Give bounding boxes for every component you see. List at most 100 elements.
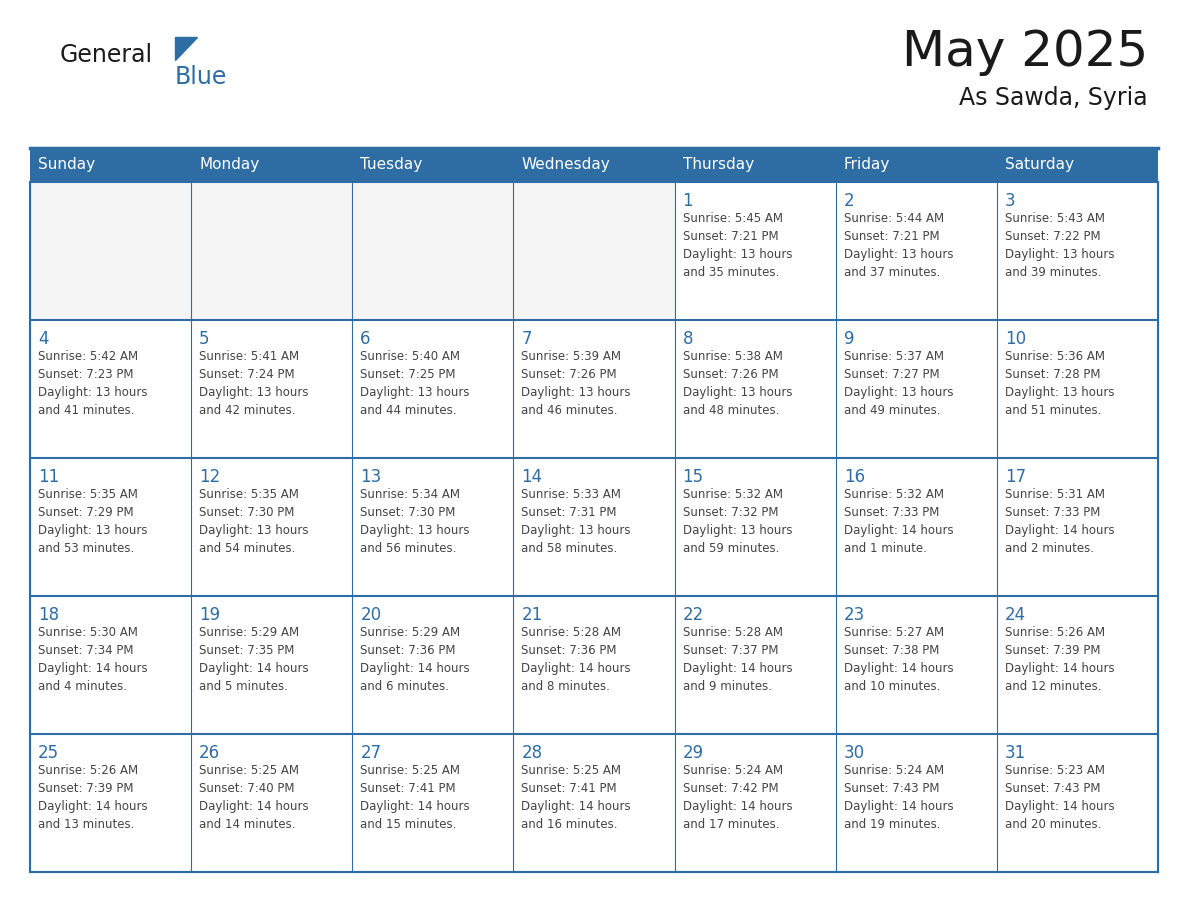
Text: 8: 8 <box>683 330 693 348</box>
Text: Sunset: 7:33 PM: Sunset: 7:33 PM <box>843 506 939 519</box>
Text: 31: 31 <box>1005 744 1026 762</box>
Text: Sunset: 7:41 PM: Sunset: 7:41 PM <box>522 782 617 795</box>
Bar <box>353 182 513 320</box>
Text: Sunrise: 5:35 AM: Sunrise: 5:35 AM <box>200 488 299 501</box>
Text: Daylight: 14 hours: Daylight: 14 hours <box>843 524 953 537</box>
Bar <box>835 182 997 320</box>
Text: 15: 15 <box>683 468 703 486</box>
Text: and 19 minutes.: and 19 minutes. <box>843 818 940 831</box>
Bar <box>30 148 191 182</box>
Text: Sunrise: 5:38 AM: Sunrise: 5:38 AM <box>683 350 783 363</box>
Text: 23: 23 <box>843 606 865 624</box>
Bar <box>835 458 997 596</box>
Text: Sunrise: 5:45 AM: Sunrise: 5:45 AM <box>683 212 783 225</box>
Text: Daylight: 13 hours: Daylight: 13 hours <box>843 386 953 399</box>
Text: and 35 minutes.: and 35 minutes. <box>683 266 779 279</box>
Text: Sunrise: 5:33 AM: Sunrise: 5:33 AM <box>522 488 621 501</box>
Text: Sunday: Sunday <box>38 158 95 173</box>
Text: Blue: Blue <box>175 65 227 89</box>
Text: and 53 minutes.: and 53 minutes. <box>38 542 134 555</box>
Text: Sunset: 7:22 PM: Sunset: 7:22 PM <box>1005 230 1100 243</box>
Text: 27: 27 <box>360 744 381 762</box>
Text: 30: 30 <box>843 744 865 762</box>
Text: Sunrise: 5:42 AM: Sunrise: 5:42 AM <box>38 350 138 363</box>
Text: Saturday: Saturday <box>1005 158 1074 173</box>
Text: Sunset: 7:35 PM: Sunset: 7:35 PM <box>200 644 295 657</box>
Text: Sunset: 7:21 PM: Sunset: 7:21 PM <box>843 230 940 243</box>
Text: Sunset: 7:25 PM: Sunset: 7:25 PM <box>360 368 456 381</box>
Text: 14: 14 <box>522 468 543 486</box>
Text: Daylight: 14 hours: Daylight: 14 hours <box>522 800 631 813</box>
Bar <box>675 458 835 596</box>
Text: Sunset: 7:39 PM: Sunset: 7:39 PM <box>38 782 133 795</box>
Text: Sunset: 7:30 PM: Sunset: 7:30 PM <box>360 506 456 519</box>
Text: Sunset: 7:26 PM: Sunset: 7:26 PM <box>522 368 617 381</box>
Bar <box>675 182 835 320</box>
Bar <box>30 320 191 458</box>
Text: 25: 25 <box>38 744 59 762</box>
Text: Sunset: 7:40 PM: Sunset: 7:40 PM <box>200 782 295 795</box>
Bar <box>30 458 191 596</box>
Text: Sunset: 7:31 PM: Sunset: 7:31 PM <box>522 506 617 519</box>
Text: and 4 minutes.: and 4 minutes. <box>38 680 127 693</box>
Text: Sunrise: 5:24 AM: Sunrise: 5:24 AM <box>683 764 783 777</box>
Bar <box>513 734 675 872</box>
Bar <box>30 734 191 872</box>
Text: 4: 4 <box>38 330 49 348</box>
Text: Daylight: 13 hours: Daylight: 13 hours <box>200 386 309 399</box>
Text: Sunset: 7:41 PM: Sunset: 7:41 PM <box>360 782 456 795</box>
Bar <box>191 320 353 458</box>
Text: Daylight: 13 hours: Daylight: 13 hours <box>522 386 631 399</box>
Bar <box>513 458 675 596</box>
Text: and 49 minutes.: and 49 minutes. <box>843 404 940 417</box>
Text: 9: 9 <box>843 330 854 348</box>
Text: 20: 20 <box>360 606 381 624</box>
Text: and 20 minutes.: and 20 minutes. <box>1005 818 1101 831</box>
Text: Daylight: 14 hours: Daylight: 14 hours <box>360 662 470 675</box>
Text: Sunrise: 5:39 AM: Sunrise: 5:39 AM <box>522 350 621 363</box>
Text: 19: 19 <box>200 606 220 624</box>
Text: and 16 minutes.: and 16 minutes. <box>522 818 618 831</box>
Text: and 15 minutes.: and 15 minutes. <box>360 818 456 831</box>
Bar <box>997 182 1158 320</box>
Text: Sunrise: 5:32 AM: Sunrise: 5:32 AM <box>683 488 783 501</box>
Text: Daylight: 14 hours: Daylight: 14 hours <box>843 662 953 675</box>
Text: 5: 5 <box>200 330 209 348</box>
Text: and 17 minutes.: and 17 minutes. <box>683 818 779 831</box>
Text: and 5 minutes.: and 5 minutes. <box>200 680 287 693</box>
Text: and 59 minutes.: and 59 minutes. <box>683 542 779 555</box>
Text: Sunrise: 5:36 AM: Sunrise: 5:36 AM <box>1005 350 1105 363</box>
Bar <box>835 734 997 872</box>
Text: Sunset: 7:27 PM: Sunset: 7:27 PM <box>843 368 940 381</box>
Text: 3: 3 <box>1005 192 1016 210</box>
Text: and 14 minutes.: and 14 minutes. <box>200 818 296 831</box>
Text: Daylight: 14 hours: Daylight: 14 hours <box>1005 800 1114 813</box>
Text: Sunset: 7:42 PM: Sunset: 7:42 PM <box>683 782 778 795</box>
Text: 26: 26 <box>200 744 220 762</box>
Text: Sunset: 7:36 PM: Sunset: 7:36 PM <box>360 644 456 657</box>
Text: 21: 21 <box>522 606 543 624</box>
Bar <box>353 734 513 872</box>
Text: 24: 24 <box>1005 606 1026 624</box>
Text: 2: 2 <box>843 192 854 210</box>
Text: Sunset: 7:43 PM: Sunset: 7:43 PM <box>843 782 940 795</box>
Text: Daylight: 13 hours: Daylight: 13 hours <box>683 524 792 537</box>
Text: Sunset: 7:34 PM: Sunset: 7:34 PM <box>38 644 133 657</box>
Text: Sunrise: 5:30 AM: Sunrise: 5:30 AM <box>38 626 138 639</box>
Bar <box>513 596 675 734</box>
Text: 29: 29 <box>683 744 703 762</box>
Text: Sunset: 7:24 PM: Sunset: 7:24 PM <box>200 368 295 381</box>
Text: Sunrise: 5:35 AM: Sunrise: 5:35 AM <box>38 488 138 501</box>
Bar <box>353 458 513 596</box>
Text: 17: 17 <box>1005 468 1026 486</box>
Text: Thursday: Thursday <box>683 158 753 173</box>
Bar <box>997 734 1158 872</box>
Text: Daylight: 14 hours: Daylight: 14 hours <box>843 800 953 813</box>
Bar <box>513 182 675 320</box>
Text: Sunset: 7:36 PM: Sunset: 7:36 PM <box>522 644 617 657</box>
Bar <box>997 320 1158 458</box>
Bar <box>191 596 353 734</box>
Text: and 41 minutes.: and 41 minutes. <box>38 404 134 417</box>
Text: Daylight: 13 hours: Daylight: 13 hours <box>683 386 792 399</box>
Text: and 1 minute.: and 1 minute. <box>843 542 927 555</box>
